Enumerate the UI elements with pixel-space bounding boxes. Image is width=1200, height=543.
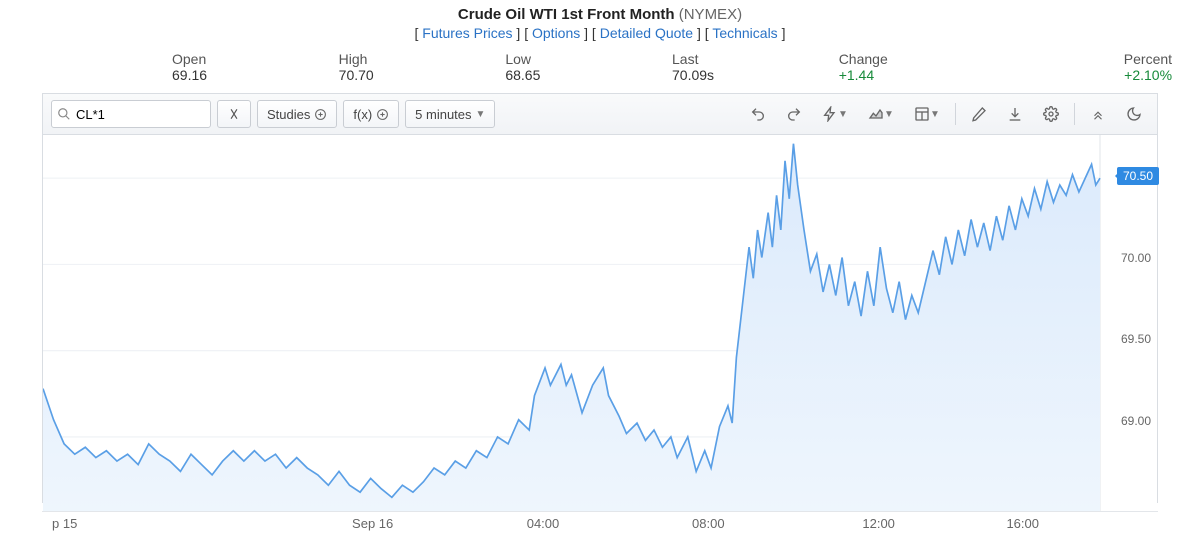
settings-button[interactable] — [1036, 100, 1066, 128]
compare-button[interactable] — [217, 100, 251, 128]
x-axis-label: 16:00 — [1006, 516, 1039, 531]
compare-icon — [227, 107, 241, 121]
y-axis-label: 69.50 — [1121, 332, 1151, 346]
undo-icon — [750, 106, 766, 122]
chart-toolbar: Studies f(x) 5 minutes ▼ ▼ ▼ — [43, 94, 1157, 135]
x-axis-label: p 15 — [52, 516, 77, 531]
last-price-badge: 70.50 — [1117, 167, 1159, 185]
quote-bar: Open 69.16 High 70.70 Low 68.65 Last 70.… — [24, 43, 1176, 93]
x-axis-label: Sep 16 — [352, 516, 393, 531]
nav-technicals[interactable]: Technicals — [712, 25, 777, 41]
interval-select[interactable]: 5 minutes ▼ — [405, 100, 495, 128]
x-axis-label: 12:00 — [862, 516, 895, 531]
y-axis-label: 69.00 — [1121, 414, 1151, 428]
chart-type-button[interactable]: ▼ — [861, 100, 901, 128]
x-axis: p 15 Sep 16 04:00 08:00 12:00 16:00 — [42, 511, 1158, 537]
nav-detailed-quote[interactable]: Detailed Quote — [600, 25, 693, 41]
quote-low: Low 68.65 — [505, 51, 672, 83]
download-icon — [1007, 106, 1023, 122]
nav-futures-prices[interactable]: Futures Prices — [422, 25, 512, 41]
chevron-down-icon: ▼ — [838, 109, 848, 120]
symbol-input[interactable] — [51, 100, 211, 128]
chevron-down-icon: ▼ — [476, 109, 486, 120]
events-button[interactable]: ▼ — [815, 100, 855, 128]
chart-panel: Studies f(x) 5 minutes ▼ ▼ ▼ — [42, 93, 1158, 503]
gear-icon — [1043, 106, 1059, 122]
plus-circle-icon — [376, 108, 389, 121]
layout-button[interactable]: ▼ — [907, 100, 947, 128]
x-axis-label: 08:00 — [692, 516, 725, 531]
x-axis-label: 04:00 — [527, 516, 560, 531]
redo-icon — [786, 106, 802, 122]
collapse-button[interactable] — [1083, 100, 1113, 128]
studies-button[interactable]: Studies — [257, 100, 337, 128]
fx-button[interactable]: f(x) — [343, 100, 399, 128]
undo-button[interactable] — [743, 100, 773, 128]
quote-change: Change +1.44 — [839, 51, 1006, 83]
draw-button[interactable] — [964, 100, 994, 128]
y-axis-label: 70.00 — [1121, 251, 1151, 265]
header-nav: [ Futures Prices ] [ Options ] [ Detaile… — [0, 25, 1200, 41]
symbol-search-wrap — [51, 100, 211, 128]
quote-high: High 70.70 — [339, 51, 506, 83]
theme-button[interactable] — [1119, 100, 1149, 128]
quote-percent: Percent +2.10% — [1005, 51, 1176, 83]
download-button[interactable] — [1000, 100, 1030, 128]
instrument-name: Crude Oil WTI 1st Front Month — [458, 6, 675, 23]
quote-open: Open 69.16 — [24, 51, 339, 83]
double-chevron-up-icon — [1091, 107, 1105, 121]
instrument-exchange: (NYMEX) — [679, 6, 742, 23]
layout-icon — [914, 106, 930, 122]
price-chart[interactable]: 69.0069.5070.0070.50 70.50 — [43, 135, 1157, 503]
lightning-icon — [822, 106, 838, 122]
page-title: Crude Oil WTI 1st Front Month (NYMEX) — [0, 6, 1200, 23]
quote-last: Last 70.09s — [672, 51, 839, 83]
redo-button[interactable] — [779, 100, 809, 128]
chevron-down-icon: ▼ — [884, 109, 894, 120]
moon-icon — [1126, 106, 1142, 122]
chart-canvas — [43, 135, 1157, 523]
nav-options[interactable]: Options — [532, 25, 580, 41]
area-chart-icon — [868, 106, 884, 122]
chevron-down-icon: ▼ — [930, 109, 940, 120]
plus-circle-icon — [314, 108, 327, 121]
pencil-icon — [971, 106, 987, 122]
search-icon — [57, 107, 71, 121]
